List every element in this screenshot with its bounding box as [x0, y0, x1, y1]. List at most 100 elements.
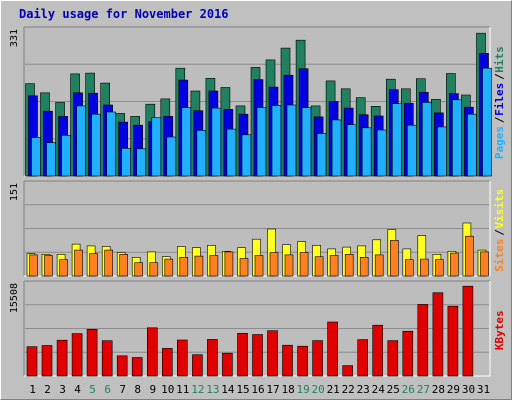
sites-bar: [374, 254, 384, 277]
x-tick-label: 6: [104, 383, 111, 396]
pages-bar: [181, 107, 192, 177]
sites-bar: [119, 254, 128, 277]
x-tick-label: 25: [387, 383, 400, 396]
x-tick-label: 15: [236, 383, 249, 396]
x-tick-label: 20: [311, 383, 324, 396]
kbytes-bar: [462, 285, 474, 377]
x-tick-label: 9: [149, 383, 156, 396]
kbytes-bar: [86, 328, 98, 377]
pages-bar: [211, 107, 222, 177]
x-tick-label: 21: [327, 383, 340, 396]
kbytes-bar: [312, 340, 323, 377]
sites-bar: [254, 255, 264, 277]
side-legend-label: Files: [493, 83, 506, 116]
pages-bar: [482, 67, 492, 177]
sites-bar: [239, 258, 249, 277]
kbytes-bar: [222, 352, 233, 377]
sites-bar: [89, 253, 98, 277]
x-tick-label: 5: [89, 383, 96, 396]
sites-bar: [29, 254, 38, 277]
pages-bar: [91, 113, 101, 177]
sites-bar: [419, 258, 429, 277]
sites-bar: [149, 262, 159, 277]
sites-bar: [284, 254, 294, 277]
side-legend-label: /: [493, 73, 506, 80]
pages-bar: [437, 126, 447, 177]
x-tick-label: 14: [221, 383, 235, 396]
x-tick-label: 13: [206, 383, 219, 396]
chart-title: Daily usage for November 2016: [19, 7, 229, 21]
kbytes-bar: [177, 339, 188, 377]
kbytes-bar: [267, 330, 278, 377]
x-tick-label: 17: [266, 383, 279, 396]
pages-bar: [226, 128, 237, 177]
x-tick-label: 2: [44, 383, 51, 396]
pages-bar: [151, 117, 162, 177]
pages-bar: [361, 127, 372, 177]
pages-bar: [31, 137, 41, 177]
kbytes-bar: [162, 348, 173, 377]
kbytes-bar: [432, 292, 444, 377]
sites-bar: [359, 256, 369, 277]
x-tick-label: 11: [176, 383, 189, 396]
pages-bar: [271, 105, 282, 177]
pages-bar: [136, 148, 146, 177]
pages-bar: [166, 136, 177, 177]
kbytes-bar: [417, 304, 429, 377]
pages-bar: [61, 135, 71, 177]
sites-bar: [134, 262, 143, 277]
x-tick-label: 31: [477, 383, 490, 396]
sites-bar: [435, 259, 444, 277]
sites-bar: [104, 249, 113, 277]
x-tick-label: 19: [296, 383, 309, 396]
x-tick-label: 18: [281, 383, 294, 396]
kbytes-bar: [147, 327, 158, 377]
x-tick-label: 24: [372, 383, 386, 396]
pages-bar: [106, 111, 116, 177]
kbytes-bar: [237, 332, 248, 377]
pages-bar: [391, 103, 402, 177]
kbytes-bar: [131, 357, 143, 377]
pages-bar: [121, 148, 131, 177]
side-legend-label: /: [493, 229, 506, 236]
x-tick-label: 10: [161, 383, 174, 396]
kbytes-bar: [252, 334, 263, 377]
sites-bar: [59, 259, 68, 277]
sites-bar: [404, 259, 414, 277]
sites-bar: [179, 256, 189, 277]
sites-bar: [209, 255, 219, 277]
pages-bar: [286, 104, 297, 177]
sites-bar: [164, 258, 174, 277]
sites-bar: [299, 252, 309, 277]
x-tick-label: 27: [417, 383, 430, 396]
sites-bar: [329, 255, 339, 277]
kbytes-bar: [41, 345, 53, 377]
x-tick-label: 3: [59, 383, 66, 396]
sites-bar: [314, 256, 324, 277]
x-tick-label: 16: [251, 383, 264, 396]
pages-bar: [316, 133, 327, 177]
kbytes-bar: [71, 333, 83, 377]
y-max-label: 151: [9, 183, 20, 201]
pages-bar: [301, 107, 312, 177]
kbytes-bar: [447, 305, 459, 377]
kbytes-bar: [282, 344, 293, 377]
kbytes-bar: [402, 330, 414, 377]
kbytes-bar: [101, 340, 113, 377]
kbytes-bar: [327, 321, 338, 377]
kbytes-bar: [357, 339, 369, 377]
y-max-label: 15508: [9, 283, 20, 313]
side-legend-label: Pages: [493, 126, 506, 159]
sites-bar: [74, 249, 83, 277]
sites-bar: [194, 255, 204, 277]
pages-bar: [376, 129, 387, 177]
kbytes-bar: [192, 354, 203, 377]
pages-bar: [346, 124, 357, 177]
pages-bar: [76, 105, 86, 177]
kbytes-bar: [207, 339, 218, 377]
side-legend-label: Sites: [493, 239, 506, 272]
pages-bar: [46, 142, 56, 177]
x-tick-label: 1: [29, 383, 36, 396]
x-tick-label: 8: [134, 383, 141, 396]
sites-bar: [224, 251, 234, 277]
